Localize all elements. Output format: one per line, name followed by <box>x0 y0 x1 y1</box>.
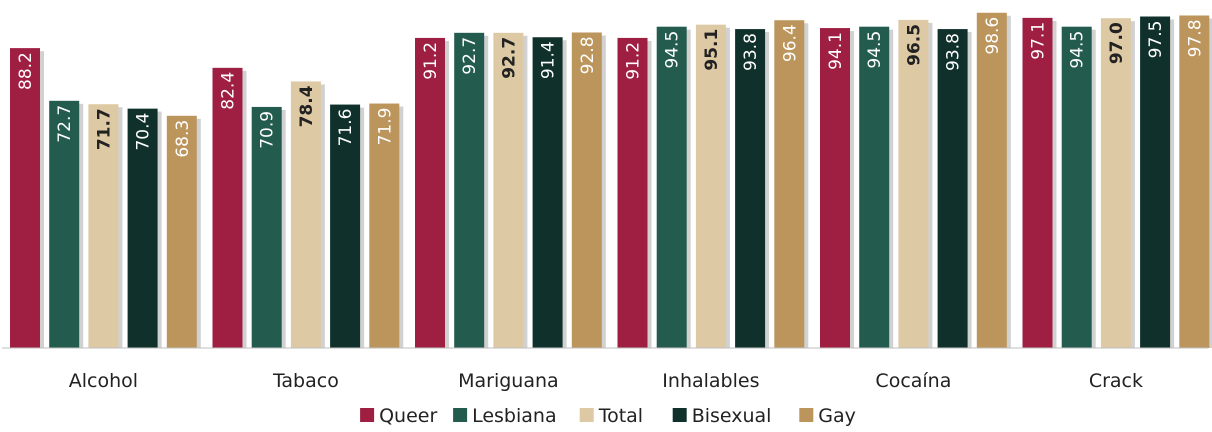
legend-label-lesbiana: Lesbiana <box>472 405 557 427</box>
category-labels-group: Alcohol Tabaco Mariguana Inhalables Cocaína C… <box>69 370 1143 392</box>
legend-swatch-queer <box>360 408 375 422</box>
bar-alcohol-total <box>88 104 119 348</box>
value-label-mariguana-queer: 91.2 <box>421 42 441 80</box>
category-label-alcohol: Alcohol <box>69 370 138 392</box>
bar-tabaco-gay <box>369 103 400 348</box>
value-label-cocaina-gay: 98.6 <box>983 17 1003 55</box>
bar-tabaco-lesbiana <box>251 106 282 348</box>
bar-mariguana-total <box>493 32 524 348</box>
bar-mariguana-queer <box>415 37 445 349</box>
value-labels-group: 88.2 72.7 71.7 70.4 68.3 82.4 70.9 78.4 71.6 71.9… <box>16 17 1205 158</box>
value-label-alcohol-bisexual: 70.4 <box>134 113 154 151</box>
category-label-cocaina: Cocaína <box>875 370 951 392</box>
bar-crack-total <box>1100 18 1131 348</box>
bar-inhalables-gay <box>774 20 805 349</box>
value-label-alcohol-gay: 68.3 <box>173 120 193 158</box>
bar-alcohol-lesbiana <box>49 100 80 348</box>
category-label-mariguana: Mariguana <box>458 370 559 392</box>
legend-swatch-total <box>579 408 594 422</box>
legend-swatch-gay <box>799 408 814 422</box>
bar-inhalables-total <box>695 24 726 348</box>
value-label-tabaco-bisexual: 71.6 <box>336 109 356 147</box>
value-label-tabaco-queer: 82.4 <box>219 72 239 110</box>
bar-alcohol-bisexual <box>127 108 158 348</box>
legend-label-bisexual: Bisexual <box>692 405 772 427</box>
legend-label-gay: Gay <box>818 405 856 427</box>
value-label-mariguana-gay: 92.8 <box>578 36 598 74</box>
bar-cocaina-gay <box>976 12 1007 348</box>
bar-inhalables-lesbiana <box>656 26 687 348</box>
value-label-crack-gay: 97.8 <box>1185 19 1205 57</box>
legend-swatch-bisexual <box>672 408 687 422</box>
bar-crack-gay <box>1179 15 1210 348</box>
category-label-tabaco: Tabaco <box>272 370 339 392</box>
value-label-crack-lesbiana: 94.5 <box>1068 31 1088 69</box>
bar-cocaina-queer <box>820 28 850 349</box>
value-label-inhalables-gay: 96.4 <box>780 24 800 62</box>
bar-tabaco-queer <box>212 67 243 348</box>
bar-crack-queer <box>1022 17 1053 349</box>
bar-crack-bisexual <box>1140 16 1171 348</box>
bar-inhalables-queer <box>617 37 648 349</box>
value-label-cocaina-bisexual: 93.8 <box>944 33 964 71</box>
value-label-inhalables-total: 95.1 <box>702 29 722 71</box>
legend-label-total: Total <box>598 405 643 427</box>
bar-mariguana-bisexual <box>532 37 563 349</box>
value-label-mariguana-lesbiana: 92.7 <box>460 37 480 75</box>
category-label-inhalables: Inhalables <box>662 370 759 392</box>
value-label-crack-queer: 97.1 <box>1029 22 1049 60</box>
value-label-mariguana-bisexual: 91.4 <box>539 41 559 79</box>
value-label-alcohol-lesbiana: 72.7 <box>55 105 75 143</box>
value-label-tabaco-total: 78.4 <box>297 85 317 127</box>
value-label-cocaina-total: 96.5 <box>904 24 924 66</box>
value-label-inhalables-queer: 91.2 <box>624 42 644 80</box>
value-label-inhalables-bisexual: 93.8 <box>741 33 761 71</box>
value-label-crack-bisexual: 97.5 <box>1146 21 1166 59</box>
legend-swatch-lesbiana <box>453 408 468 422</box>
value-label-alcohol-total: 71.7 <box>94 108 114 150</box>
value-label-tabaco-lesbiana: 70.9 <box>258 111 278 149</box>
bar-cocaina-total <box>898 19 929 349</box>
value-label-alcohol-queer: 88.2 <box>16 52 36 90</box>
value-label-crack-total: 97.0 <box>1107 22 1127 64</box>
value-label-inhalables-lesbiana: 94.5 <box>663 31 683 69</box>
bar-mariguana-lesbiana <box>454 32 485 348</box>
bar-cocaina-lesbiana <box>859 26 890 348</box>
bar-inhalables-bisexual <box>735 29 766 349</box>
bar-cocaina-bisexual <box>937 29 968 349</box>
bar-crack-lesbiana <box>1061 26 1092 348</box>
value-label-cocaina-queer: 94.1 <box>826 32 846 70</box>
value-label-mariguana-total: 92.7 <box>499 37 519 79</box>
value-label-tabaco-gay: 71.9 <box>375 108 395 146</box>
legend-label-queer: Queer <box>379 405 437 427</box>
bars-group <box>10 12 1210 349</box>
category-label-crack: Crack <box>1089 370 1143 392</box>
bar-alcohol-queer <box>10 48 40 349</box>
bar-tabaco-total <box>290 81 321 348</box>
legend: Queer Lesbiana Total Bisexual Gay <box>360 405 856 427</box>
bar-mariguana-gay <box>571 32 602 348</box>
bar-alcohol-gay <box>166 115 197 348</box>
bar-tabaco-bisexual <box>330 104 361 348</box>
value-label-cocaina-lesbiana: 94.5 <box>865 31 885 69</box>
